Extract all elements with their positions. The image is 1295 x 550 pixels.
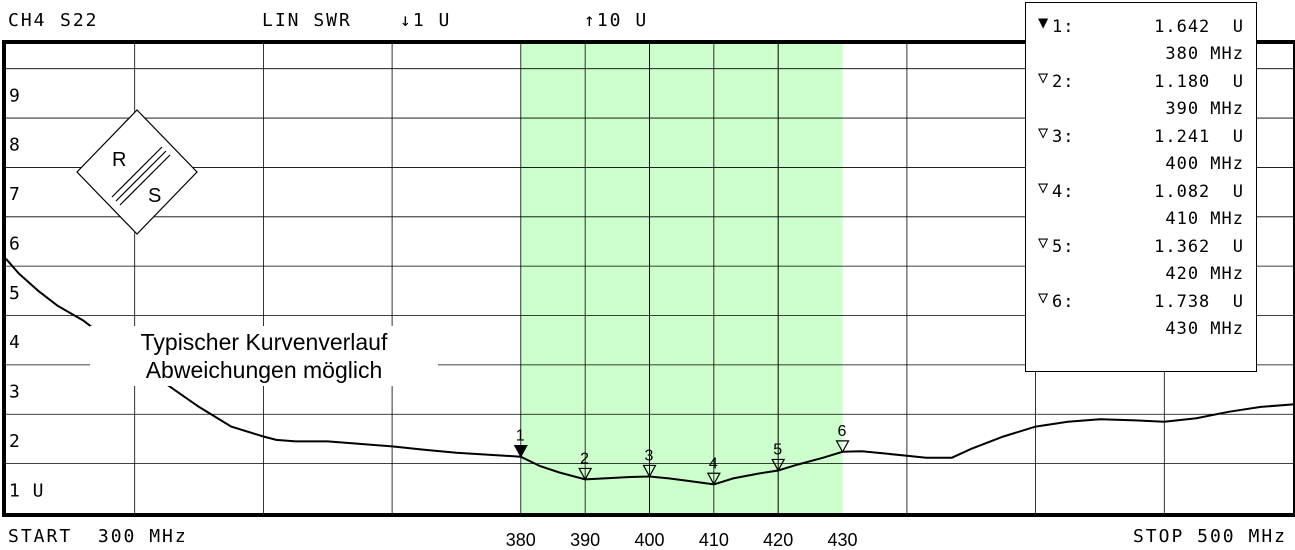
x-tick-label: 410: [699, 530, 729, 550]
y-tick-label: 5: [9, 283, 21, 304]
marker-triangle-icon: ▼: [1038, 13, 1049, 33]
marker-number: 3: [645, 447, 654, 464]
channel-label: CH4: [8, 10, 47, 31]
marker-value: 1.642 U: [1154, 17, 1244, 37]
marker-label: 2:: [1052, 72, 1075, 92]
logo-letter-r: R: [112, 149, 126, 171]
x-tick-label: 390: [570, 530, 600, 550]
y-tick-label: 3: [9, 382, 21, 403]
parameter-label: S22: [60, 10, 99, 31]
marker-value: 1.082 U: [1154, 182, 1244, 202]
marker-number: 6: [838, 423, 847, 440]
marker-value: 1.362 U: [1154, 237, 1244, 257]
marker-triangle-outline-icon: ▽: [1038, 123, 1049, 143]
marker-table: ▼ 1: 1.642 U 380 MHz ▽ 2: 1.180 U 390 MH…: [1025, 2, 1257, 372]
marker-frequency: 410 MHz: [1165, 209, 1244, 229]
y-tick-label: 7: [9, 184, 21, 205]
marker-frequency: 390 MHz: [1165, 99, 1244, 119]
marker-value: 1.241 U: [1154, 127, 1244, 147]
marker-triangle-outline-icon: ▽: [1038, 233, 1049, 253]
reference-label: ↑10 U: [584, 10, 649, 31]
scale-label: ↓1 U: [400, 10, 452, 31]
marker-frequency: 400 MHz: [1165, 154, 1244, 174]
marker-number: 5: [773, 441, 782, 458]
marker-triangle-outline-icon: ▽: [1038, 288, 1049, 308]
rs-logo-icon: R S: [76, 109, 198, 235]
x-tick-label: 380: [506, 530, 536, 550]
marker-triangle-icon: [578, 467, 593, 481]
start-frequency: START 300 MHz: [8, 526, 188, 547]
annotation-box: Typischer Kurvenverlauf Abweichungen mög…: [90, 326, 438, 386]
marker-row: ▽ 4: 1.082 U 410 MHz: [1026, 168, 1258, 229]
stop-frequency: STOP 500 MHz: [1132, 526, 1287, 547]
marker-row: ▽ 5: 1.362 U 420 MHz: [1026, 223, 1258, 284]
marker-frequency: 430 MHz: [1165, 319, 1244, 339]
y-tick-label: 4: [9, 332, 21, 353]
marker-label: 6:: [1052, 292, 1075, 312]
marker-triangle-icon: [706, 472, 721, 486]
marker-number: 2: [580, 450, 589, 467]
marker-frequency: 380 MHz: [1165, 44, 1244, 64]
x-tick-label: 420: [763, 530, 793, 550]
x-tick-label: 400: [634, 530, 664, 550]
annotation-line-2: Abweichungen möglich: [145, 357, 383, 383]
marker-label: 4:: [1052, 182, 1075, 202]
passband-highlight: [520, 44, 843, 513]
chart-header: CH4 S22 LIN SWR ↓1 U ↑10 U: [0, 0, 1295, 40]
logo-letter-s: S: [148, 185, 161, 207]
marker-number: 1: [516, 428, 525, 445]
y-tick-label: 9: [9, 85, 21, 106]
marker-triangle-icon: [642, 464, 657, 478]
annotation-line-1: Typischer Kurvenverlauf: [140, 329, 388, 355]
marker-value: 1.180 U: [1154, 72, 1244, 92]
marker-triangle-icon: [513, 445, 528, 458]
marker-label: 3:: [1052, 127, 1075, 147]
format-label: LIN SWR: [262, 10, 352, 31]
x-tick-label: 430: [828, 530, 858, 550]
marker-triangle-outline-icon: ▽: [1038, 178, 1049, 198]
marker-triangle-icon: [835, 440, 850, 454]
marker-row: ▽ 3: 1.241 U 400 MHz: [1026, 113, 1258, 174]
marker-label: 5:: [1052, 237, 1075, 257]
marker-row: ▽ 6: 1.738 U 430 MHz: [1026, 278, 1258, 339]
marker-value: 1.738 U: [1154, 292, 1244, 312]
y-tick-label: 8: [9, 135, 21, 156]
marker-label: 1:: [1052, 17, 1075, 37]
marker-triangle-icon: [771, 458, 786, 472]
y-tick-label: 2: [9, 431, 21, 452]
marker-row: ▼ 1: 1.642 U 380 MHz: [1026, 3, 1258, 64]
plot-frame: [2, 40, 1295, 517]
marker-frequency: 420 MHz: [1165, 264, 1244, 284]
marker-row: ▽ 2: 1.180 U 390 MHz: [1026, 58, 1258, 119]
y-tick-label: 6: [9, 233, 21, 254]
marker-number: 4: [709, 455, 718, 472]
marker-triangle-outline-icon: ▽: [1038, 68, 1049, 88]
y-tick-label: 1 U: [9, 480, 45, 501]
